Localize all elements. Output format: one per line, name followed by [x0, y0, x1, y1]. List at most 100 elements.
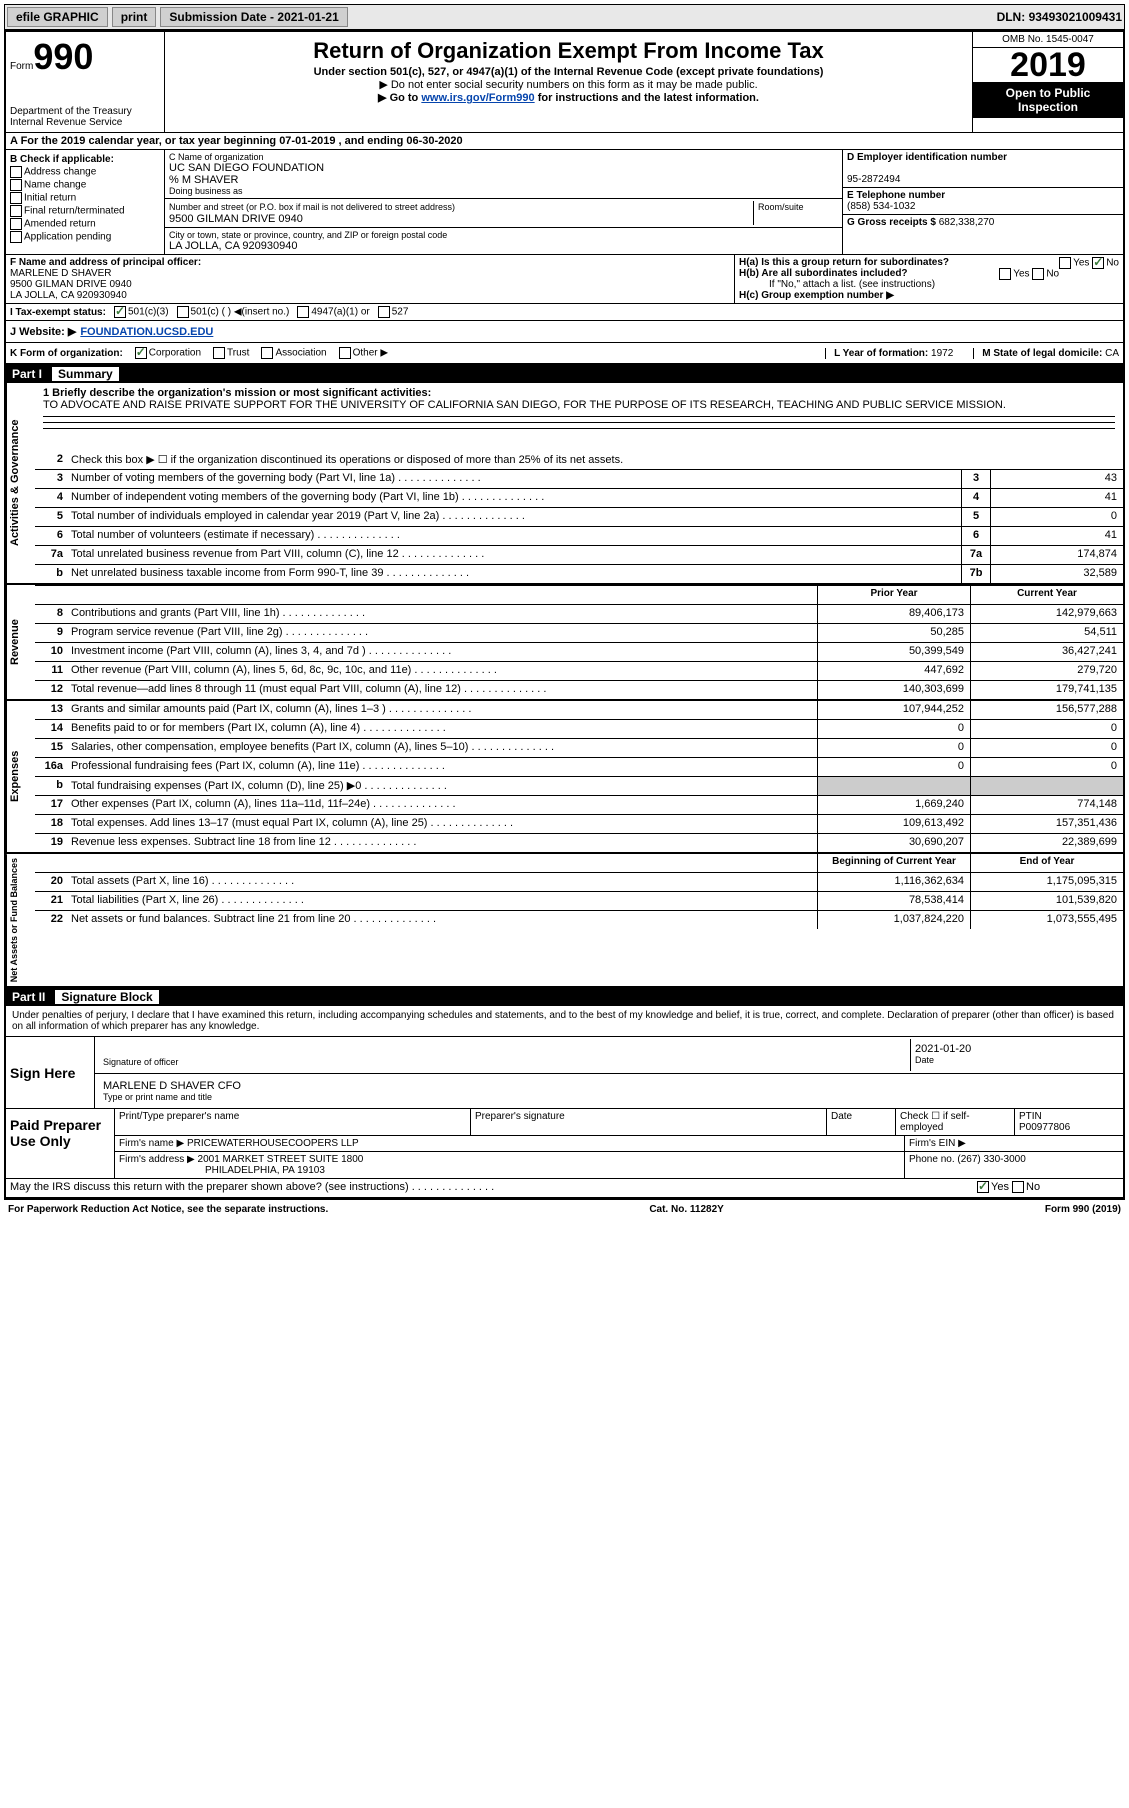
- form-container: Form990 Department of the Treasury Inter…: [4, 30, 1125, 1200]
- gross-receipts-value: 682,338,270: [939, 217, 995, 228]
- mission-text: TO ADVOCATE AND RAISE PRIVATE SUPPORT FO…: [43, 399, 1115, 411]
- revenue-line-10: 10Investment income (Part VIII, column (…: [35, 643, 1123, 662]
- firm-addr1: 2001 MARKET STREET SUITE 1800: [198, 1154, 364, 1165]
- signature-officer-label: Signature of officer: [103, 1057, 906, 1067]
- checkbox-501c[interactable]: 501(c) ( ) ◀(insert no.): [177, 306, 290, 318]
- city-state-zip: LA JOLLA, CA 920930940: [169, 240, 838, 252]
- paperwork-notice: For Paperwork Reduction Act Notice, see …: [8, 1204, 328, 1215]
- expense-line-b: bTotal fundraising expenses (Part IX, co…: [35, 777, 1123, 796]
- form-number-box: Form990 Department of the Treasury Inter…: [6, 32, 165, 132]
- officer-printed-name: MARLENE D SHAVER CFO: [103, 1080, 1115, 1092]
- section-j: J Website: ▶ FOUNDATION.UCSD.EDU: [6, 321, 1123, 343]
- end-year-header: End of Year: [970, 854, 1123, 872]
- firm-ein-label: Firm's EIN ▶: [905, 1136, 1123, 1151]
- website-link[interactable]: FOUNDATION.UCSD.EDU: [80, 326, 213, 338]
- preparer-name-label: Print/Type preparer's name: [115, 1109, 471, 1135]
- summary-line-7b: bNet unrelated business taxable income f…: [35, 565, 1123, 583]
- summary-line-7a: 7aTotal unrelated business revenue from …: [35, 546, 1123, 565]
- instructions-line: ▶ Go to www.irs.gov/Form990 for instruct…: [173, 91, 964, 104]
- governance-section: Activities & Governance 1 Briefly descri…: [6, 383, 1123, 585]
- checkbox-address-change[interactable]: Address change: [10, 166, 160, 178]
- org-name: UC SAN DIEGO FOUNDATION: [169, 162, 838, 174]
- dept-treasury: Department of the Treasury: [10, 106, 160, 117]
- checkbox-final-return[interactable]: Final return/terminated: [10, 205, 160, 217]
- section-a: A For the 2019 calendar year, or tax yea…: [6, 133, 1123, 150]
- expense-line-13: 13Grants and similar amounts paid (Part …: [35, 701, 1123, 720]
- instructions-link[interactable]: www.irs.gov/Form990: [421, 92, 534, 104]
- discuss-yes[interactable]: [977, 1181, 989, 1193]
- form-title-area: Return of Organization Exempt From Incom…: [165, 32, 972, 132]
- summary-line-6: 6Total number of volunteers (estimate if…: [35, 527, 1123, 546]
- checkbox-527[interactable]: 527: [378, 306, 409, 318]
- expenses-label: Expenses: [6, 701, 35, 852]
- room-label: Room/suite: [758, 202, 804, 212]
- officer-name: MARLENE D SHAVER: [10, 268, 112, 279]
- checkbox-association[interactable]: Association: [261, 347, 326, 359]
- form-title: Return of Organization Exempt From Incom…: [173, 38, 964, 64]
- netassets-line-20: 20Total assets (Part X, line 16)1,116,36…: [35, 873, 1123, 892]
- section-g: G Gross receipts $ 682,338,270: [843, 215, 1123, 230]
- checkbox-trust[interactable]: Trust: [213, 347, 249, 359]
- checkbox-amended-return[interactable]: Amended return: [10, 218, 160, 230]
- section-h: H(a) Is this a group return for subordin…: [735, 255, 1123, 303]
- expense-line-16a: 16aProfessional fundraising fees (Part I…: [35, 758, 1123, 777]
- netassets-line-21: 21Total liabilities (Part X, line 26)78,…: [35, 892, 1123, 911]
- dba-label: Doing business as: [169, 186, 838, 196]
- section-k-label: K Form of organization:: [10, 348, 123, 359]
- ptin-value: P00977806: [1019, 1122, 1070, 1133]
- checkbox-name-change[interactable]: Name change: [10, 179, 160, 191]
- city-label: City or town, state or province, country…: [169, 230, 838, 240]
- discuss-no[interactable]: [1012, 1181, 1024, 1193]
- current-year-header: Current Year: [970, 586, 1123, 604]
- print-button[interactable]: print: [112, 7, 157, 27]
- revenue-line-12: 12Total revenue—add lines 8 through 11 (…: [35, 681, 1123, 699]
- catalog-number: Cat. No. 11282Y: [649, 1204, 723, 1215]
- line-2-text: Check this box ▶ ☐ if the organization d…: [67, 451, 1123, 469]
- checkbox-501c3[interactable]: 501(c)(3): [114, 306, 169, 318]
- section-f: F Name and address of principal officer:…: [6, 255, 735, 303]
- sections-fh: F Name and address of principal officer:…: [6, 255, 1123, 304]
- expense-line-15: 15Salaries, other compensation, employee…: [35, 739, 1123, 758]
- checkbox-4947[interactable]: 4947(a)(1) or: [297, 306, 369, 318]
- checkbox-corporation[interactable]: Corporation: [135, 347, 201, 359]
- expense-line-14: 14Benefits paid to or for members (Part …: [35, 720, 1123, 739]
- expense-line-18: 18Total expenses. Add lines 13–17 (must …: [35, 815, 1123, 834]
- checkbox-other[interactable]: Other ▶: [339, 347, 388, 359]
- perjury-statement: Under penalties of perjury, I declare th…: [6, 1006, 1123, 1037]
- section-klm: K Form of organization: Corporation Trus…: [6, 343, 1123, 365]
- street-address: 9500 GILMAN DRIVE 0940: [169, 213, 303, 225]
- officer-addr1: 9500 GILMAN DRIVE 0940: [10, 279, 132, 290]
- section-e: E Telephone number (858) 534-1032: [843, 188, 1123, 215]
- public-inspection: Open to PublicInspection: [973, 82, 1123, 118]
- governance-label: Activities & Governance: [6, 383, 35, 583]
- submission-date-button[interactable]: Submission Date - 2021-01-21: [160, 7, 347, 27]
- year-box: OMB No. 1545-0047 2019 Open to PublicIns…: [972, 32, 1123, 132]
- summary-line-5: 5Total number of individuals employed in…: [35, 508, 1123, 527]
- mission-box: 1 Briefly describe the organization's mi…: [35, 383, 1123, 451]
- expense-line-19: 19Revenue less expenses. Subtract line 1…: [35, 834, 1123, 852]
- sections-deg: D Employer identification number 95-2872…: [842, 150, 1123, 254]
- summary-line-4: 4Number of independent voting members of…: [35, 489, 1123, 508]
- begin-year-header: Beginning of Current Year: [817, 854, 970, 872]
- checkbox-initial-return[interactable]: Initial return: [10, 192, 160, 204]
- netassets-label: Net Assets or Fund Balances: [6, 854, 35, 986]
- org-name-label: C Name of organization: [169, 152, 838, 162]
- paid-preparer-block: Paid Preparer Use Only Print/Type prepar…: [6, 1109, 1123, 1179]
- year-formation: 1972: [931, 348, 953, 359]
- org-care-of: % M SHAVER: [169, 174, 838, 186]
- preparer-sig-label: Preparer's signature: [471, 1109, 827, 1135]
- firm-phone: (267) 330-3000: [957, 1154, 1025, 1165]
- self-employed-check[interactable]: Check ☐ if self-employed: [896, 1109, 1015, 1135]
- top-bar: efile GRAPHIC print Submission Date - 20…: [4, 4, 1125, 30]
- form-subtitle: Under section 501(c), 527, or 4947(a)(1)…: [173, 66, 964, 78]
- dept-irs: Internal Revenue Service: [10, 117, 160, 128]
- form-header: Form990 Department of the Treasury Inter…: [6, 32, 1123, 133]
- revenue-label: Revenue: [6, 585, 35, 699]
- efile-button[interactable]: efile GRAPHIC: [7, 7, 108, 27]
- expense-line-17: 17Other expenses (Part IX, column (A), l…: [35, 796, 1123, 815]
- checkbox-application-pending[interactable]: Application pending: [10, 231, 160, 243]
- form-version: Form 990 (2019): [1045, 1204, 1121, 1215]
- netassets-line-22: 22Net assets or fund balances. Subtract …: [35, 911, 1123, 929]
- firm-addr2: PHILADELPHIA, PA 19103: [119, 1165, 325, 1176]
- revenue-section: Revenue Prior Year Current Year 8Contrib…: [6, 585, 1123, 701]
